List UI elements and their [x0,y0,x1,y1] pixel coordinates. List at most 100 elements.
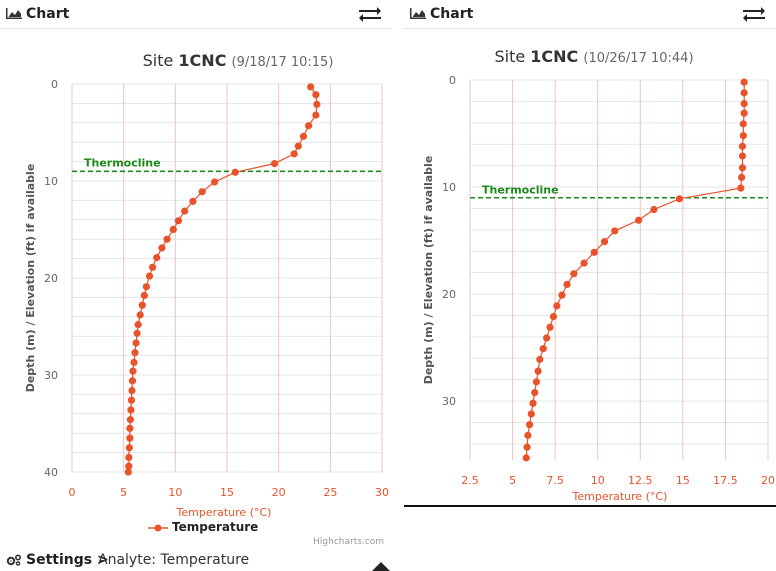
data-point[interactable] [740,78,748,86]
data-point[interactable] [739,132,747,140]
x-tick-label: 25 [323,486,337,499]
data-point[interactable] [313,100,321,108]
data-point[interactable] [553,302,561,310]
data-point[interactable] [145,272,154,280]
data-point[interactable] [524,431,532,439]
data-point[interactable] [312,91,320,99]
data-point[interactable] [294,142,302,150]
highcharts-credits[interactable]: Highcharts.com [313,537,384,547]
x-tick-label: 7.5 [546,474,564,487]
data-point[interactable] [125,462,133,470]
data-point[interactable] [270,159,279,168]
data-point[interactable] [163,235,171,243]
legend-label: Temperature [172,520,259,534]
data-point[interactable] [543,334,551,342]
data-point[interactable] [738,142,747,150]
data-point[interactable] [128,386,136,395]
data-point[interactable] [124,468,132,476]
data-point[interactable] [739,120,747,128]
x-axis-title: Temperature (°C) [176,506,272,519]
data-point[interactable] [536,355,544,363]
caret-up-icon[interactable] [372,561,390,571]
data-point[interactable] [539,345,547,353]
data-point[interactable] [600,238,609,246]
data-point[interactable] [531,388,539,397]
data-point[interactable] [127,406,135,414]
data-point[interactable] [128,377,137,385]
data-point[interactable] [738,173,746,182]
data-point[interactable] [189,197,197,205]
data-point[interactable] [527,410,535,418]
chart-plot: Site 1CNC (10/26/17 10:44) Thermocline 2… [422,47,775,503]
data-point[interactable] [134,320,142,329]
data-point[interactable] [738,164,747,172]
data-point[interactable] [125,453,133,462]
data-point[interactable] [138,301,146,309]
y-axis-title: Depth (m) / Elevation (ft) if available [24,164,37,393]
data-point[interactable] [153,254,161,262]
settings-link[interactable]: Settings > [26,552,109,568]
data-point[interactable] [307,83,315,91]
data-point[interactable] [169,225,177,234]
data-point[interactable] [126,424,134,432]
data-point[interactable] [590,248,598,256]
data-point[interactable] [737,184,745,192]
data-point[interactable] [558,291,566,299]
data-point[interactable] [130,358,138,366]
data-point[interactable] [158,244,166,252]
data-point[interactable] [675,195,684,203]
data-point[interactable] [140,291,148,300]
data-point[interactable] [522,454,530,462]
data-point[interactable] [198,188,206,196]
data-point[interactable] [136,311,144,319]
data-point[interactable] [529,399,537,407]
data-point[interactable] [740,89,748,97]
x-tick-label: 5 [509,474,516,487]
data-point[interactable] [534,367,542,375]
thermocline-label: Thermocline [84,156,161,169]
data-point[interactable] [181,207,189,215]
data-point[interactable] [290,150,298,158]
y-tick-label: 0 [51,78,58,91]
x-tick-label: 15 [220,486,234,499]
data-point[interactable] [299,132,308,140]
data-point[interactable] [133,329,141,337]
data-point[interactable] [526,421,534,429]
data-point[interactable] [132,339,140,347]
data-point[interactable] [125,444,133,452]
data-point[interactable] [129,367,137,375]
data-point[interactable] [740,109,748,117]
data-point[interactable] [174,217,183,225]
y-tick-label: 40 [44,466,58,479]
swap-arrows-icon[interactable] [742,5,766,23]
data-point[interactable] [570,270,578,278]
x-tick-label: 10 [591,474,605,487]
data-point[interactable] [546,323,554,331]
swap-arrows-icon[interactable] [358,5,382,23]
data-point[interactable] [634,216,643,224]
data-point[interactable] [580,259,588,267]
data-point[interactable] [738,152,747,160]
data-point[interactable] [549,312,558,321]
data-point[interactable] [523,443,531,451]
data-point[interactable] [740,99,748,108]
data-point[interactable] [126,416,134,424]
data-point[interactable] [131,349,139,357]
data-point[interactable] [231,168,239,176]
chart-title: Site 1CNC (9/18/17 10:15) [143,51,334,70]
data-point[interactable] [611,227,619,235]
data-point[interactable] [305,122,313,130]
data-point[interactable] [142,283,150,291]
chart-header-title: Chart [430,6,474,22]
data-point[interactable] [532,378,541,386]
data-point[interactable] [563,280,571,289]
data-point[interactable] [126,434,134,442]
data-point[interactable] [127,396,136,404]
x-axis-title: Temperature (°C) [572,490,668,503]
data-point[interactable] [312,111,320,119]
data-point[interactable] [211,178,219,186]
chart-panel-left: Chart Site 1CNC (9/18/17 10:15) Thermocl… [0,5,392,571]
data-point[interactable] [650,205,658,214]
data-point[interactable] [149,263,157,271]
analyte-label: Analyte: Temperature [98,552,250,568]
